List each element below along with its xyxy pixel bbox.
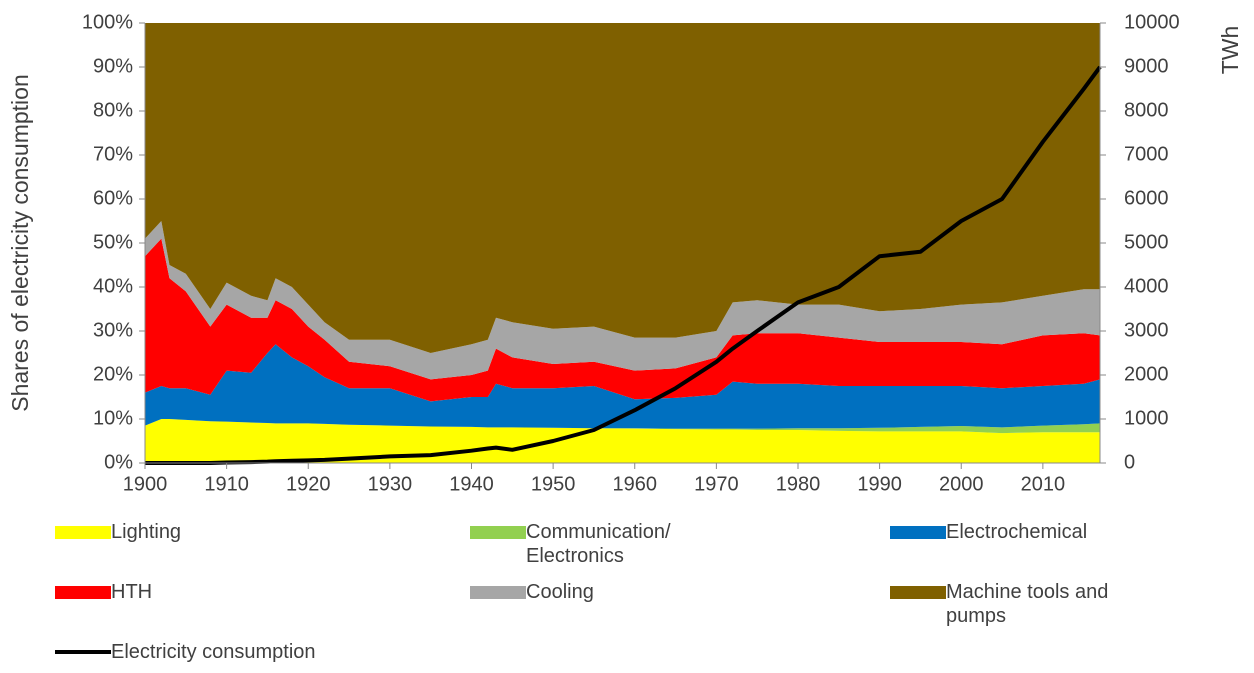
legend-swatch: [470, 586, 526, 599]
legend-swatch: [55, 586, 111, 599]
area: [145, 419, 1100, 463]
y-tick-label: 10%: [93, 407, 133, 429]
y-tick-label: 70%: [93, 143, 133, 165]
y2-tick-label: 6000: [1124, 187, 1169, 209]
y-tick-label: 40%: [93, 275, 133, 297]
legend-label: Lighting: [111, 521, 182, 543]
legend-label: Electrochemical: [946, 521, 1088, 543]
legend-swatch: [890, 586, 946, 599]
legend-swatch: [55, 526, 111, 539]
y-tick-label: 60%: [93, 187, 133, 209]
area: [145, 419, 1100, 434]
legend-label: Machine tools and pumps: [946, 581, 1109, 627]
legend-label: Communication/ Electronics: [526, 521, 671, 567]
y-tick-label: 100%: [82, 11, 133, 33]
x-tick-label: 1900: [123, 473, 168, 495]
x-tick-label: 2010: [1021, 473, 1066, 495]
y2-tick-label: 9000: [1124, 55, 1169, 77]
y-tick-label: 20%: [93, 363, 133, 385]
y-tick-label: 30%: [93, 319, 133, 341]
y2-tick-label: 5000: [1124, 231, 1169, 253]
y-tick-label: 0%: [104, 451, 133, 473]
legend-item: Machine tools and pumps: [890, 580, 1136, 628]
legend-item: Electrochemical: [890, 520, 1136, 544]
legend-label: Electricity consumption: [111, 641, 316, 663]
y2-tick-label: 1000: [1124, 407, 1169, 429]
line: [145, 65, 1102, 465]
x-tick-label: 1980: [776, 473, 821, 495]
y-axis-label: Shares of electricity consumption: [7, 74, 33, 412]
x-tick-label: 1990: [857, 473, 902, 495]
x-tick-label: 1910: [204, 473, 249, 495]
y2-axis-label: TWh: [1217, 26, 1243, 75]
legend-label: HTH: [111, 581, 153, 603]
y2-tick-label: 4000: [1124, 275, 1169, 297]
y2-tick-label: 7000: [1124, 143, 1169, 165]
y-tick-label: 80%: [93, 99, 133, 121]
x-tick-label: 1930: [368, 473, 413, 495]
y2-tick-label: 2000: [1124, 363, 1169, 385]
legend-swatch: [890, 526, 946, 539]
legend-item: Electricity consumption: [55, 640, 411, 664]
x-tick-label: 2000: [939, 473, 984, 495]
y-tick-label: 50%: [93, 231, 133, 253]
x-tick-label: 1950: [531, 473, 576, 495]
y-tick-label: 90%: [93, 55, 133, 77]
y2-tick-label: 8000: [1124, 99, 1169, 121]
x-tick-label: 1940: [449, 473, 494, 495]
y2-tick-label: 3000: [1124, 319, 1169, 341]
x-tick-label: 1960: [612, 473, 657, 495]
legend-item: Lighting: [55, 520, 301, 544]
area: [145, 238, 1100, 402]
legend-label: Cooling: [526, 581, 594, 603]
x-tick-label: 1970: [694, 473, 739, 495]
chart: Shares of electricity consumption TWh 0%…: [7, 11, 1243, 495]
legend-swatch: [470, 526, 526, 539]
legend-item: HTH: [55, 580, 301, 604]
legend-item: Cooling: [470, 580, 716, 604]
y2-tick-label: 10000: [1124, 11, 1180, 33]
legend-swatch: [55, 650, 111, 654]
x-tick-label: 1920: [286, 473, 331, 495]
area: [145, 344, 1100, 429]
legend-item: Communication/ Electronics: [470, 520, 686, 568]
y2-tick-label: 0: [1124, 451, 1135, 473]
